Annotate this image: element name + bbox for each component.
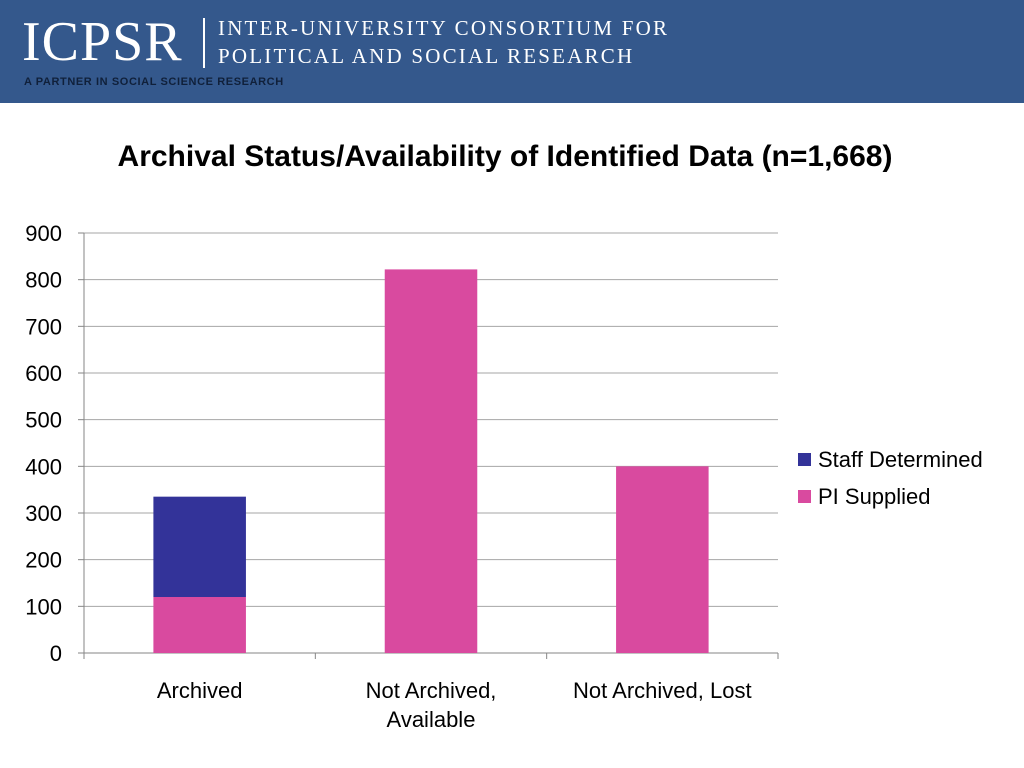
logo-divider — [203, 18, 205, 68]
y-tick-label: 700 — [25, 314, 62, 339]
legend-label: Staff Determined — [818, 446, 983, 472]
x-tick-label: Not Archived, Lost — [573, 678, 752, 703]
y-tick-label: 600 — [25, 361, 62, 386]
y-tick-label: 500 — [25, 408, 62, 433]
chart-legend: Staff Determined PI Supplied — [798, 441, 983, 515]
x-tick-label: Not Archived, — [366, 678, 497, 703]
header-banner: ICPSR INTER-UNIVERSITY CONSORTIUM FOR PO… — [0, 0, 1024, 103]
legend-item-pi-supplied: PI Supplied — [798, 478, 983, 515]
legend-item-staff-determined: Staff Determined — [798, 441, 983, 478]
tagline: A PARTNER IN SOCIAL SCIENCE RESEARCH — [24, 76, 284, 88]
bar-pi-supplied — [153, 597, 246, 653]
y-tick-label: 100 — [25, 594, 62, 619]
y-tick-label: 300 — [25, 501, 62, 526]
x-tick-label: Available — [387, 707, 476, 732]
icpsr-logo: ICPSR — [22, 11, 183, 73]
org-name-line1: INTER-UNIVERSITY CONSORTIUM FOR — [218, 16, 670, 40]
y-tick-label: 900 — [25, 221, 62, 246]
y-tick-label: 0 — [50, 641, 62, 666]
bar-chart: 0 100 200 300 400 500 600 700 800 900 Archived Not … — [25, 221, 779, 732]
bar-staff-determined — [153, 496, 246, 597]
legend-swatch — [798, 490, 811, 503]
y-tick-label: 800 — [25, 268, 62, 293]
y-tick-label: 400 — [25, 454, 62, 479]
y-tick-label: 200 — [25, 548, 62, 573]
org-name-line2: POLITICAL AND SOCIAL RESEARCH — [218, 44, 635, 68]
chart-title: Archival Status/Availability of Identifi… — [117, 140, 893, 173]
bar-pi-supplied — [616, 466, 709, 653]
legend-label: PI Supplied — [818, 483, 931, 509]
x-tick-label: Archived — [157, 678, 243, 703]
bar-pi-supplied — [384, 269, 478, 653]
legend-swatch — [798, 453, 811, 466]
